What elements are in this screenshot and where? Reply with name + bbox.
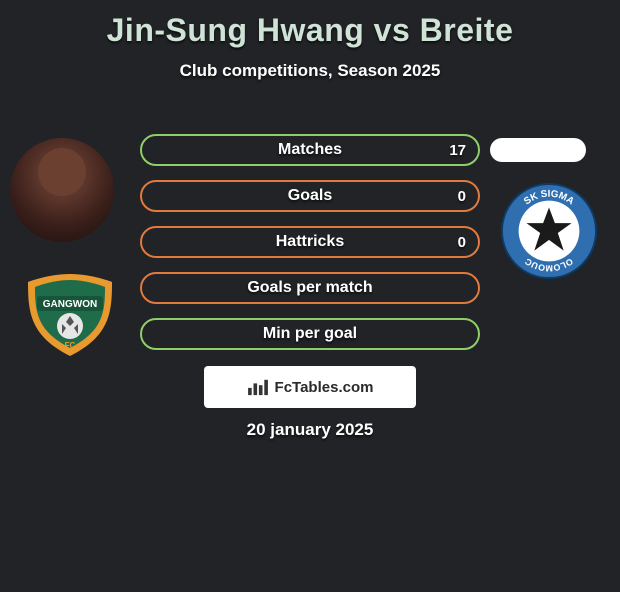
subtitle: Club competitions, Season 2025 [0, 61, 620, 81]
pill-min-per-goal: Min per goal [140, 318, 480, 350]
pill-right-value: 17 [449, 136, 466, 164]
pill-label: Goals [288, 187, 332, 205]
pill-goals-per-match: Goals per match [140, 272, 480, 304]
player-left-avatar [10, 138, 114, 242]
pill-label: Min per goal [263, 325, 357, 343]
attribution-text: FcTables.com [275, 379, 374, 396]
pill-label: Hattricks [276, 233, 344, 251]
banner-text: GANGWON [43, 299, 97, 310]
page-title: Jin-Sung Hwang vs Breite [0, 12, 620, 49]
club-badge-left: GANGWON FC [20, 272, 120, 358]
pill-goals: Goals 0 [140, 180, 480, 212]
player-right-avatar [490, 138, 586, 162]
pill-right-value: 0 [458, 228, 466, 256]
attribution: FcTables.com [204, 366, 416, 408]
pill-right-value: 0 [458, 182, 466, 210]
pill-hattricks: Hattricks 0 [140, 226, 480, 258]
bottom-text: FC [65, 341, 76, 350]
date: 20 january 2025 [0, 420, 620, 440]
pill-matches: Matches 17 [140, 134, 480, 166]
stat-pills: Matches 17 Goals 0 Hattricks 0 Goals per… [140, 134, 480, 364]
pill-label: Matches [278, 141, 342, 159]
pill-label: Goals per match [247, 279, 372, 297]
bars-icon [247, 378, 269, 396]
club-badge-right: SK SIGMA OLOMOUC [500, 182, 598, 280]
